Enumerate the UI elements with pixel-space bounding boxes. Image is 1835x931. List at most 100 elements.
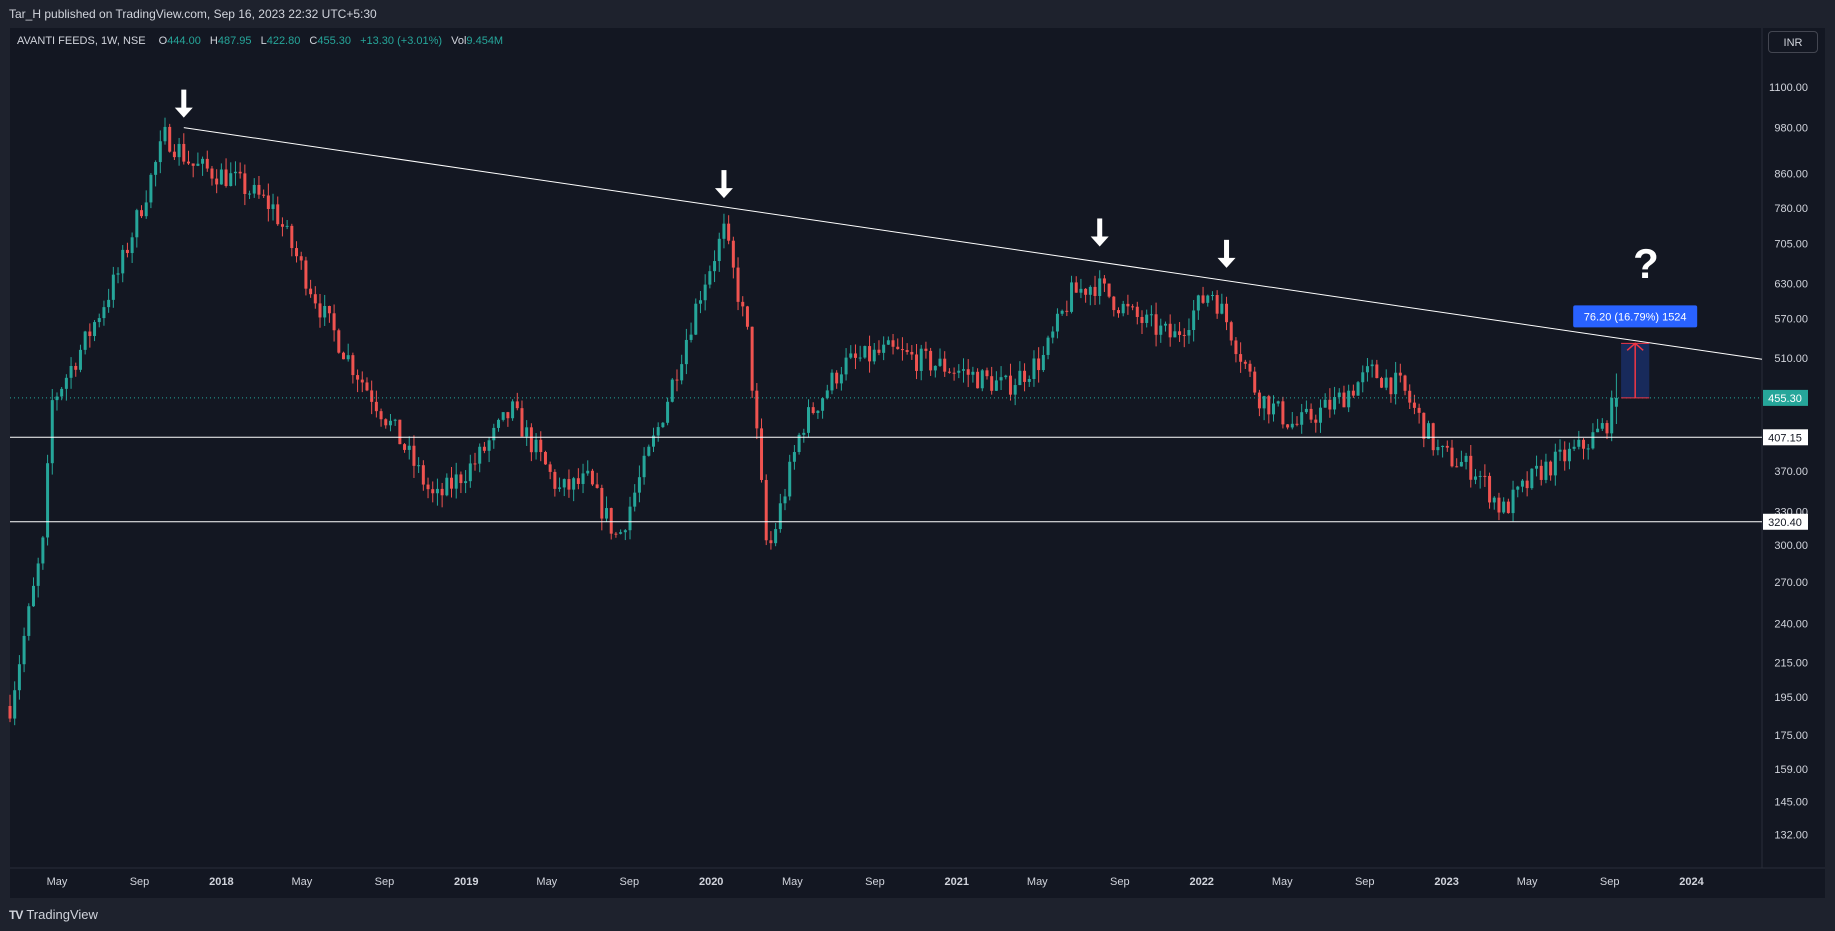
- candle-body: [248, 193, 252, 195]
- candle-body: [492, 427, 496, 441]
- candle-body: [1163, 323, 1167, 326]
- candle-body: [788, 461, 792, 497]
- candle-body: [1431, 423, 1435, 451]
- candle-body: [821, 398, 825, 411]
- candle-body: [365, 382, 369, 391]
- candle-body: [1530, 468, 1534, 489]
- candle-body: [1591, 432, 1595, 449]
- candle-body: [675, 379, 679, 381]
- price-axis-label: 132.00: [1774, 829, 1808, 841]
- candle-body: [97, 318, 101, 323]
- candle-body: [1215, 295, 1219, 314]
- candle-body: [689, 334, 693, 340]
- candle-body: [31, 585, 35, 607]
- candle-body: [919, 348, 923, 371]
- candle-body: [412, 445, 416, 466]
- candle-body: [642, 455, 646, 478]
- candle-body: [285, 225, 289, 227]
- candle-body: [1459, 461, 1463, 467]
- candle-body: [111, 274, 115, 300]
- candle-body: [581, 473, 585, 484]
- candle-body: [299, 256, 303, 261]
- down-arrow-icon: [1217, 257, 1236, 268]
- candle-body: [337, 330, 341, 353]
- candle-body: [910, 351, 914, 355]
- candle-body: [750, 326, 754, 391]
- candle-body: [778, 503, 782, 530]
- candle-body: [999, 377, 1003, 381]
- candle-body: [172, 151, 176, 158]
- candle-body: [290, 225, 294, 249]
- candle-body: [792, 452, 796, 462]
- candle-body: [1445, 445, 1449, 448]
- candle-body: [1464, 455, 1468, 462]
- price-axis-label: 195.00: [1774, 692, 1808, 704]
- candle-body: [407, 445, 411, 450]
- candle-body: [219, 169, 223, 185]
- candle-body: [656, 427, 660, 436]
- candle-body: [182, 143, 186, 162]
- time-axis-label: Sep: [1600, 876, 1620, 888]
- candle-body: [1220, 303, 1224, 314]
- candle-body: [450, 477, 454, 489]
- candle-body: [985, 370, 989, 377]
- question-mark: ?: [1633, 240, 1659, 287]
- candle-body: [1614, 397, 1618, 407]
- candle-body: [943, 358, 947, 372]
- open-label: O: [158, 35, 168, 47]
- candle-body: [1539, 465, 1543, 480]
- candle-body: [1272, 403, 1276, 415]
- candle-body: [515, 401, 519, 409]
- price-axis-label: 159.00: [1774, 764, 1808, 776]
- price-axis-label: 860.00: [1774, 169, 1808, 181]
- candle-body: [1384, 377, 1388, 388]
- candle-body: [464, 481, 468, 484]
- candle-body: [1544, 461, 1548, 480]
- candle-body: [736, 267, 740, 302]
- trendline[interactable]: [183, 127, 1763, 360]
- time-axis-label: May: [1027, 876, 1048, 888]
- candle-body: [637, 477, 641, 493]
- candle-body: [186, 161, 190, 164]
- candle-body: [356, 375, 360, 380]
- tradingview-logo[interactable]: TV TradingView: [9, 907, 98, 922]
- candle-body: [745, 306, 749, 327]
- candle-body: [1084, 288, 1088, 295]
- candle-body: [295, 248, 299, 257]
- candle-body: [445, 477, 449, 496]
- candle-body: [802, 432, 806, 435]
- candle-body: [717, 238, 721, 262]
- candle-body: [1154, 314, 1158, 335]
- candle-body: [1596, 428, 1600, 433]
- candle-body: [1506, 501, 1510, 514]
- candle-body: [614, 533, 618, 535]
- candle-body: [262, 194, 266, 196]
- candle-body: [548, 464, 552, 472]
- chart-frame: [10, 28, 1825, 898]
- candle-body: [1004, 375, 1008, 378]
- candle-body: [1206, 295, 1210, 303]
- candle-body: [1102, 278, 1106, 284]
- candle-body: [1337, 392, 1341, 398]
- time-axis-label: May: [47, 876, 68, 888]
- candle-body: [947, 371, 951, 373]
- candle-body: [1356, 382, 1360, 396]
- candle-body: [586, 470, 590, 474]
- candle-body: [1037, 358, 1041, 371]
- candle-body: [713, 261, 717, 272]
- candle-body: [1422, 412, 1426, 439]
- candle-body: [107, 299, 111, 308]
- candle-body: [1253, 371, 1257, 393]
- top-bar: Tar_H published on TradingView.com, Sep …: [0, 0, 1835, 28]
- candle-body: [46, 463, 50, 538]
- candle-body: [1178, 331, 1182, 335]
- candle-body: [1281, 401, 1285, 425]
- currency-button[interactable]: INR: [1768, 31, 1818, 53]
- candle-body: [1126, 303, 1130, 307]
- time-axis-label: May: [782, 876, 803, 888]
- candle-body: [553, 471, 557, 489]
- candle-body: [393, 419, 397, 421]
- candle-body: [1365, 366, 1369, 373]
- candle-body: [1295, 423, 1299, 425]
